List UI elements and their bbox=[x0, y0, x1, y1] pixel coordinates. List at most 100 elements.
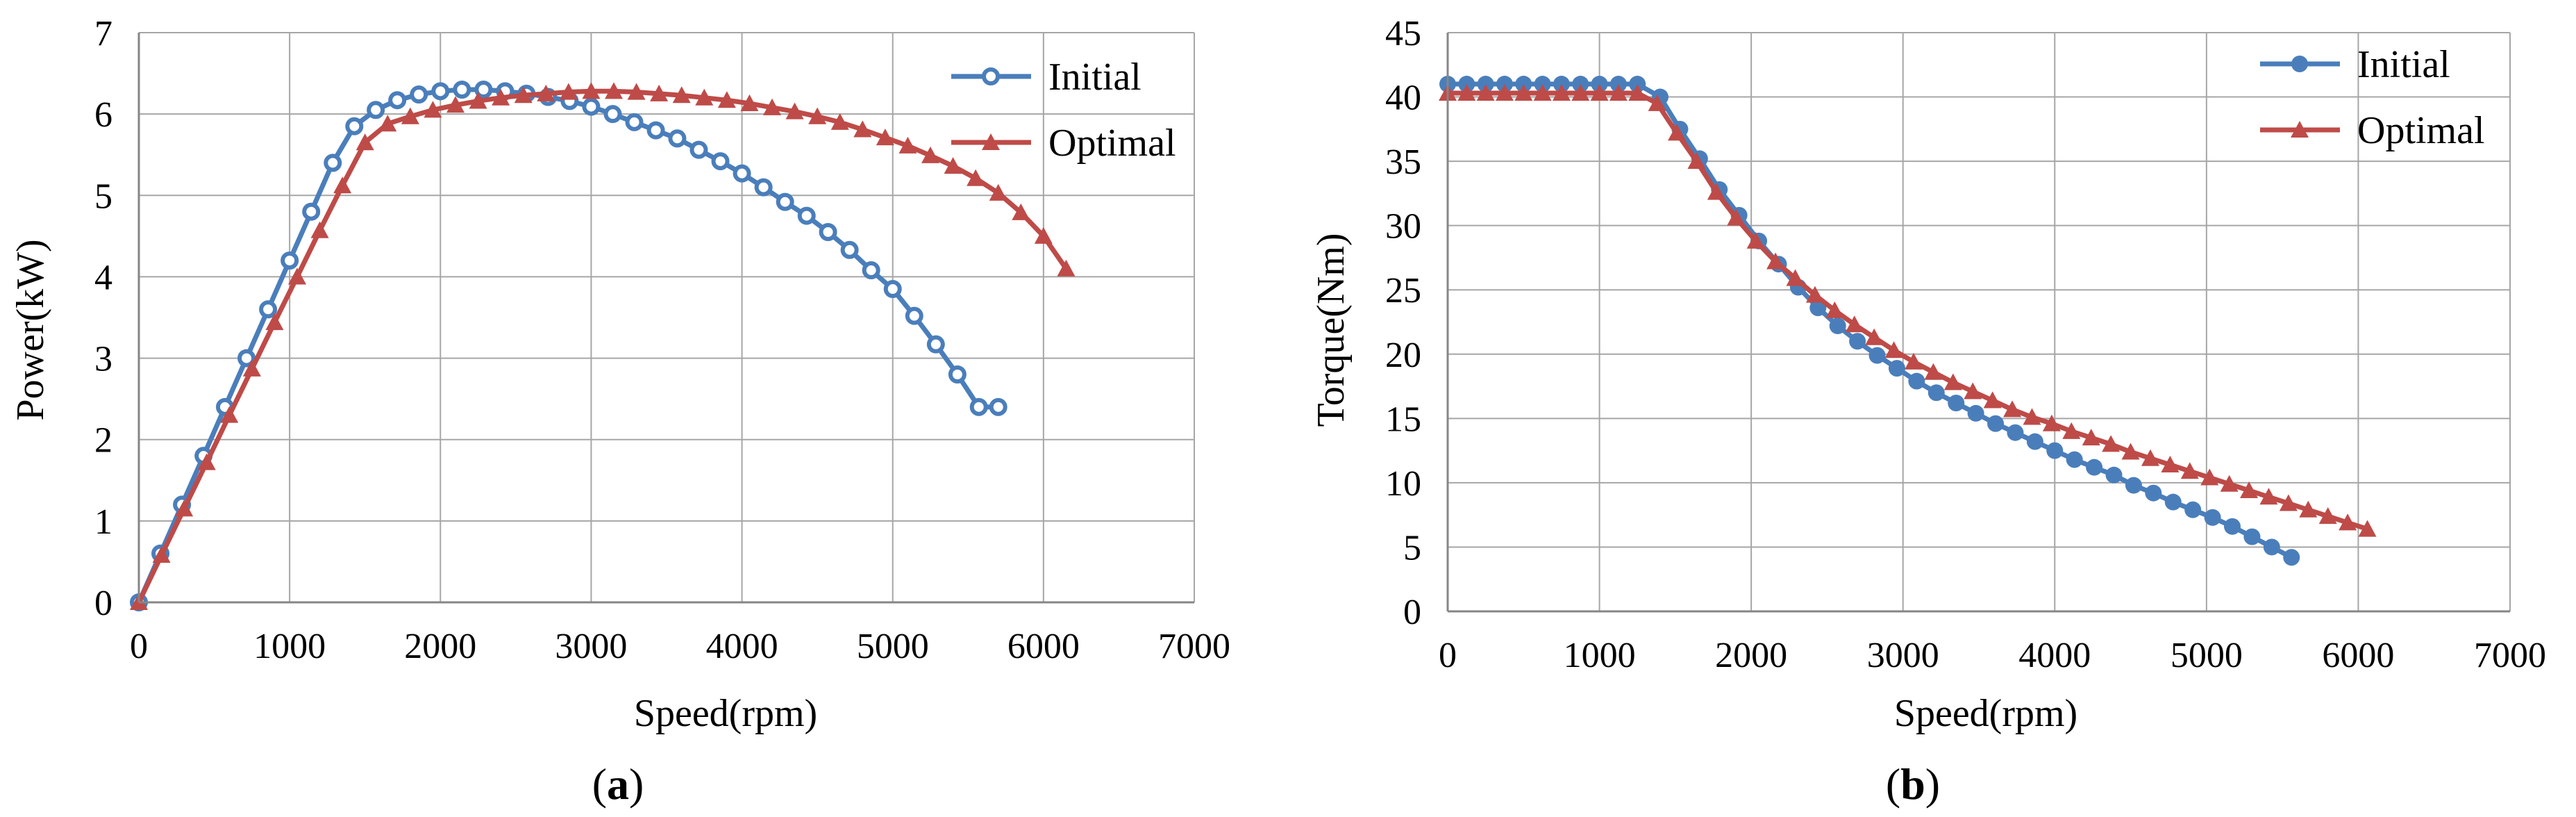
torque-chart-initial-point bbox=[1829, 317, 1846, 335]
power-chart-initial-point bbox=[862, 261, 880, 280]
power-chart-axes bbox=[137, 33, 1194, 604]
power-chart-tick-labels: 0 1000 2000 3000 4000 5000 6000 7000 0 1 2 3 4 5 6 7 bbox=[94, 14, 1230, 666]
power-chart-series-optimal bbox=[130, 82, 1076, 611]
torque-chart-y-tick-label: 10 bbox=[1385, 464, 1421, 504]
torque-chart-optimal-point bbox=[1943, 373, 1962, 390]
torque-chart-legend-marker-optimal bbox=[2291, 121, 2309, 138]
torque-chart-x-tick-label: 3000 bbox=[1867, 636, 1939, 675]
torque-chart-optimal-point bbox=[2299, 500, 2318, 518]
power-chart-optimal-point bbox=[853, 120, 872, 138]
power-chart-y-tick-label: 0 bbox=[94, 584, 112, 623]
torque-chart-y-tick-label: 45 bbox=[1385, 14, 1421, 53]
power-chart-optimal-point bbox=[944, 157, 962, 174]
torque-chart-optimal-point bbox=[1845, 315, 1864, 333]
power-chart-y-tick-label: 7 bbox=[94, 14, 112, 53]
torque-chart-x-axis-title: Speed(rpm) bbox=[1894, 692, 2077, 735]
power-chart-optimal-point bbox=[197, 453, 216, 470]
power-chart-optimal-point bbox=[785, 102, 804, 119]
torque-chart-legend-label-initial: Initial bbox=[2357, 43, 2450, 86]
torque-chart-optimal-point bbox=[2082, 429, 2100, 446]
torque-chart-initial-point bbox=[2026, 433, 2043, 450]
torque-chart-panel: 0 1000 2000 3000 4000 5000 6000 7000 0 5 10 15 20 25 3… bbox=[1310, 14, 2546, 809]
torque-chart-optimal-point bbox=[2102, 435, 2121, 452]
torque-chart-grid bbox=[1447, 32, 2511, 612]
panel-label-a: (a) bbox=[592, 759, 644, 809]
power-chart-initial-point bbox=[302, 202, 321, 221]
power-chart-initial-point bbox=[367, 101, 385, 119]
power-chart-optimal-point bbox=[152, 546, 171, 563]
power-chart-x-tick-label: 6000 bbox=[1007, 627, 1080, 666]
power-chart-grid bbox=[138, 32, 1195, 603]
power-chart-optimal-point bbox=[424, 101, 442, 118]
torque-chart-initial-point bbox=[1967, 404, 1984, 422]
torque-chart-series-optimal bbox=[1439, 84, 2377, 537]
torque-chart-optimal-point bbox=[2023, 408, 2041, 425]
power-chart-initial-point bbox=[905, 306, 923, 325]
torque-chart-optimal-point bbox=[2339, 513, 2357, 531]
torque-chart-y-axis-title: Torque(Nm) bbox=[1310, 233, 1353, 427]
torque-chart-optimal-point bbox=[1805, 286, 1824, 303]
torque-chart-optimal-point bbox=[2161, 455, 2180, 473]
torque-chart-initial-point bbox=[1908, 372, 1925, 390]
power-chart-y-tick-label: 2 bbox=[94, 421, 112, 461]
power-chart-optimal-point bbox=[808, 107, 827, 124]
power-chart-y-tick-label: 4 bbox=[94, 258, 112, 297]
torque-chart-initial-point bbox=[1948, 395, 1965, 412]
power-chart-legend-marker-initial bbox=[982, 67, 1000, 85]
power-chart-optimal-point bbox=[740, 94, 759, 111]
torque-chart-optimal-point bbox=[1905, 352, 1923, 370]
power-chart-initial-point bbox=[689, 140, 708, 159]
torque-chart-optimal-point bbox=[2240, 481, 2259, 499]
torque-chart-optimal-point bbox=[1628, 84, 1647, 101]
power-chart-optimal-point bbox=[356, 133, 374, 151]
power-chart-optimal-line bbox=[136, 88, 1069, 604]
power-chart-initial-point bbox=[410, 85, 428, 104]
torque-chart-initial-point bbox=[2204, 509, 2221, 526]
torque-chart-optimal-point bbox=[1457, 84, 1476, 101]
power-chart-initial-point bbox=[259, 300, 278, 319]
power-chart-initial-point bbox=[948, 365, 967, 383]
power-chart-optimal-point bbox=[1057, 259, 1076, 277]
torque-chart-y-tick-label: 15 bbox=[1385, 399, 1421, 439]
power-chart-initial-point bbox=[989, 397, 1007, 416]
torque-chart-y-tick-label: 30 bbox=[1385, 207, 1421, 247]
torque-chart-initial-point bbox=[2164, 493, 2182, 511]
power-chart-legend-label-initial: Initial bbox=[1048, 56, 1141, 99]
torque-chart-x-tick-label: 1000 bbox=[1564, 636, 1636, 675]
power-chart-optimal-point bbox=[537, 84, 555, 101]
torque-chart-y-tick-label: 5 bbox=[1403, 528, 1421, 568]
power-chart-optimal-point bbox=[582, 82, 601, 99]
torque-chart-initial-point bbox=[1849, 333, 1866, 350]
torque-chart-initial-point bbox=[2283, 549, 2300, 566]
power-chart-x-tick-label: 5000 bbox=[857, 627, 929, 666]
torque-chart-series bbox=[1439, 76, 2377, 566]
power-chart-initial-point bbox=[474, 81, 493, 99]
torque-chart-optimal-point bbox=[1552, 84, 1571, 101]
torque-chart-optimal-point bbox=[1533, 84, 1552, 101]
power-chart-initial-point bbox=[819, 223, 837, 241]
power-chart-initial-point bbox=[883, 280, 902, 298]
torque-chart-y-tick-label: 20 bbox=[1385, 336, 1421, 375]
power-chart-y-tick-label: 5 bbox=[94, 176, 112, 216]
power-chart-initial-point bbox=[281, 251, 299, 270]
power-chart-optimal-point bbox=[967, 169, 985, 186]
torque-chart-optimal-point bbox=[1609, 84, 1628, 101]
power-chart-initial-point bbox=[345, 117, 364, 135]
power-chart-initial-point bbox=[237, 349, 256, 368]
torque-chart-optimal-point bbox=[1924, 363, 1943, 380]
torque-chart-initial-point bbox=[2125, 477, 2142, 494]
torque-chart-x-tick-label: 6000 bbox=[2322, 636, 2394, 675]
torque-chart-optimal-point bbox=[1571, 84, 1590, 101]
torque-chart-initial-point bbox=[2046, 442, 2064, 459]
power-chart-optimal-point bbox=[672, 86, 691, 104]
power-chart-initial-point bbox=[324, 154, 342, 172]
power-chart-initial-point bbox=[431, 82, 450, 101]
torque-chart-optimal-point bbox=[2062, 422, 2081, 439]
power-chart-initial-line bbox=[136, 87, 998, 604]
power-chart-initial-point bbox=[603, 105, 622, 124]
torque-chart-optimal-point bbox=[1746, 231, 1765, 249]
power-chart-y-axis-title: Power(kW) bbox=[9, 239, 52, 420]
torque-chart-optimal-point bbox=[1983, 391, 2002, 408]
torque-chart-optimal-point bbox=[2003, 400, 2022, 418]
power-chart-optimal-point bbox=[627, 83, 646, 100]
